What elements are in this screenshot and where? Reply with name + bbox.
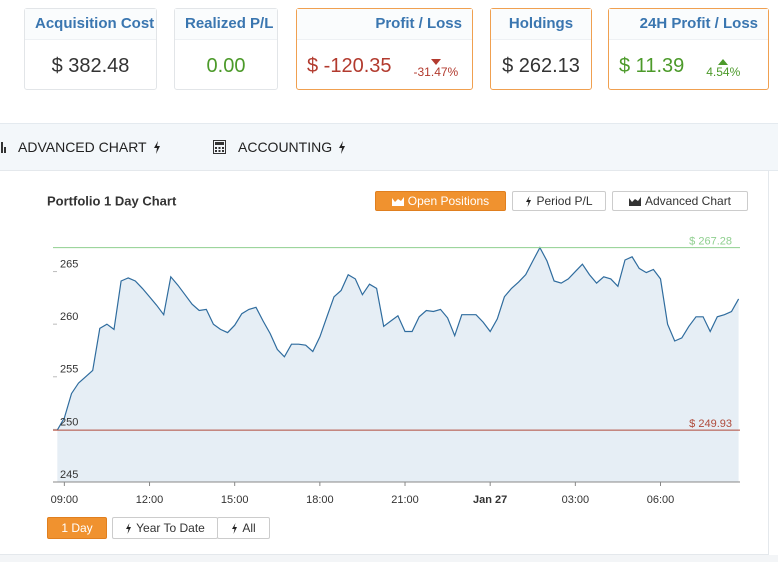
y-tick-label: 260 [60,311,78,323]
chart-title: Portfolio 1 Day Chart [47,193,177,208]
advanced-chart-button[interactable]: Advanced Chart [612,191,748,211]
bolt-icon [232,522,238,534]
range-button[interactable]: All [217,517,270,539]
y-tick-label: 265 [60,258,78,270]
x-tick-label: 03:00 [562,494,590,506]
reference-label: $ 267.28 [689,235,732,247]
card: Holdings $ 262.13 [490,8,592,90]
y-tick-label: 255 [60,364,78,376]
range-button[interactable]: 1 Day [47,517,107,539]
up-arrow [718,59,729,65]
button-label: All [242,521,256,535]
card-change-text: 4.54% [706,65,741,79]
card-value: $ -120.35 [307,54,392,77]
button-label: Open Positions [407,194,490,208]
down-arrow [430,59,441,65]
card-value: $ 382.48 [51,54,130,77]
card: Acquisition Cost $ 382.48 [24,8,157,90]
tab-label: ADVANCED CHART [18,139,147,155]
calculator-icon [213,140,226,154]
card: Realized P/L 0.00 [174,8,278,90]
card: Profit / Loss $ -120.35 -31.47% [296,8,473,90]
card-change-text: -31.47% [413,65,459,79]
card-value: $ 11.39 [619,54,685,77]
line [56,246,740,431]
card-change: 4.54% [706,59,740,79]
bolt-icon [153,140,160,154]
card-title: Acquisition Cost [25,9,156,40]
card-value: $ 262.13 [502,54,580,77]
x-tick-label: 15:00 [221,494,249,506]
tab[interactable]: ACCOUNTING [213,124,346,170]
x-tick-label: 09:00 [51,494,79,506]
card-value: 0.00 [206,54,246,77]
area-icon [391,197,404,206]
period-pl-button[interactable]: Period P/L [512,191,606,211]
card-body: $ 11.39 4.54% [609,40,768,92]
button-label: Advanced Chart [644,194,732,208]
x-tick-label: 21:00 [391,494,419,506]
card-change: -31.47% [413,59,459,79]
card-title: 24H Profit / Loss [609,9,768,40]
x-tick-label: 06:00 [647,494,675,506]
x-tick-label: Jan 27 [473,494,507,506]
x-tick-label: 12:00 [136,494,164,506]
card-title: Profit / Loss [297,9,472,40]
button-label: Year To Date [136,521,205,535]
tab[interactable]: ADVANCED CHART [0,124,161,170]
bar-icon [1,142,6,153]
y-tick-label: 245 [60,469,78,481]
footer-strip [0,555,778,562]
reference-label: $ 249.93 [689,418,732,430]
bolt-icon [126,522,132,534]
y-tick-label: 250 [60,416,78,428]
open-positions-button[interactable]: Open Positions [375,191,506,211]
range-button[interactable]: Year To Date [112,517,218,539]
card-body: $ -120.35 -31.47% [297,40,472,92]
card: 24H Profit / Loss $ 11.39 4.54% [608,8,769,90]
x-tick-label: 18:00 [306,494,334,506]
card-title: Realized P/L [175,9,277,40]
bolt-icon [526,195,532,207]
bolt-icon [339,140,346,154]
area [57,247,739,482]
tab-label: ACCOUNTING [238,139,333,155]
area-icon [628,197,641,206]
card-title: Holdings [491,9,591,40]
button-label: Period P/L [536,194,593,208]
button-label: 1 Day [61,521,93,535]
